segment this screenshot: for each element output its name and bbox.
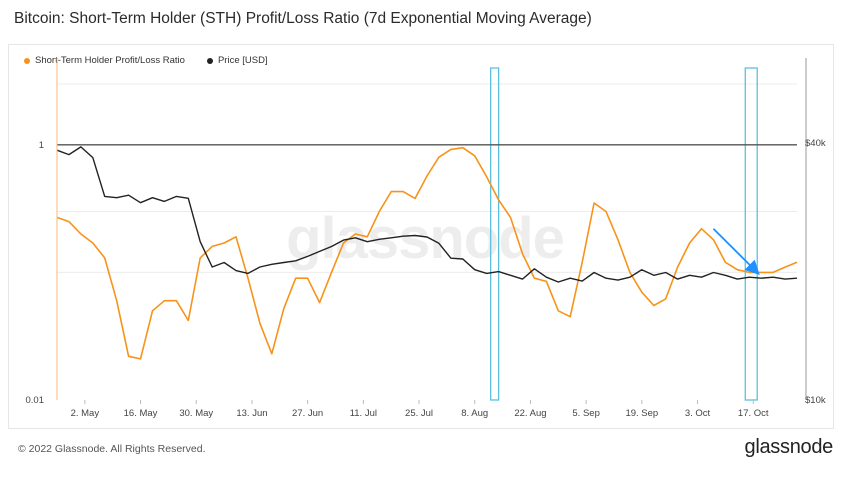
x-tick-label-12: 17. Oct <box>738 408 769 419</box>
x-tick-label-1: 16. May <box>124 408 158 419</box>
legend-label-price: Price [USD] <box>217 55 268 66</box>
x-tick-label-11: 3. Oct <box>685 408 711 419</box>
x-tick-label-5: 11. Jul <box>350 408 377 419</box>
watermark-text: glassnode <box>286 206 564 271</box>
x-tick-label-3: 13. Jun <box>236 408 267 419</box>
y-left-tick-label-1: 0.01 <box>26 395 45 406</box>
y-right-tick-label-0: $40k <box>805 138 826 149</box>
y-left-tick-label-0: 1 <box>39 140 44 151</box>
y-right-tick-label-1: $10k <box>805 395 826 406</box>
glassnode-logo[interactable]: glassnode <box>744 436 834 458</box>
legend-item-price[interactable]: Price [USD] <box>206 55 268 66</box>
series-line-price <box>56 146 798 283</box>
x-tick-label-8: 22. Aug <box>514 408 546 419</box>
legend-dot-price <box>206 57 213 64</box>
chart-frame <box>8 44 834 429</box>
x-tick-label-9: 5. Sep <box>572 408 599 419</box>
chart-title: Bitcoin: Short-Term Holder (STH) Profit/… <box>14 10 592 27</box>
legend-dot-ratio <box>24 57 30 64</box>
x-tick-label-10: 19. Sep <box>625 408 658 419</box>
footer-copyright: © 2022 Glassnode. All Rights Reserved. <box>18 443 206 455</box>
legend-label-ratio: Short-Term Holder Profit/Loss Ratio <box>35 55 185 66</box>
legend: Short-Term Holder Profit/Loss Ratio Pric… <box>24 55 268 66</box>
legend-item-ratio[interactable]: Short-Term Holder Profit/Loss Ratio <box>24 55 185 66</box>
trend-arrow <box>712 228 760 275</box>
x-tick-label-6: 25. Jul <box>405 408 433 419</box>
x-tick-label-2: 30. May <box>179 408 213 419</box>
highlight-box-0 <box>490 67 500 401</box>
x-tick-label-0: 2. May <box>71 408 100 419</box>
x-tick-label-7: 8. Aug <box>461 408 488 419</box>
x-tick-label-4: 27. Jun <box>292 408 323 419</box>
highlight-box-1 <box>744 67 758 401</box>
